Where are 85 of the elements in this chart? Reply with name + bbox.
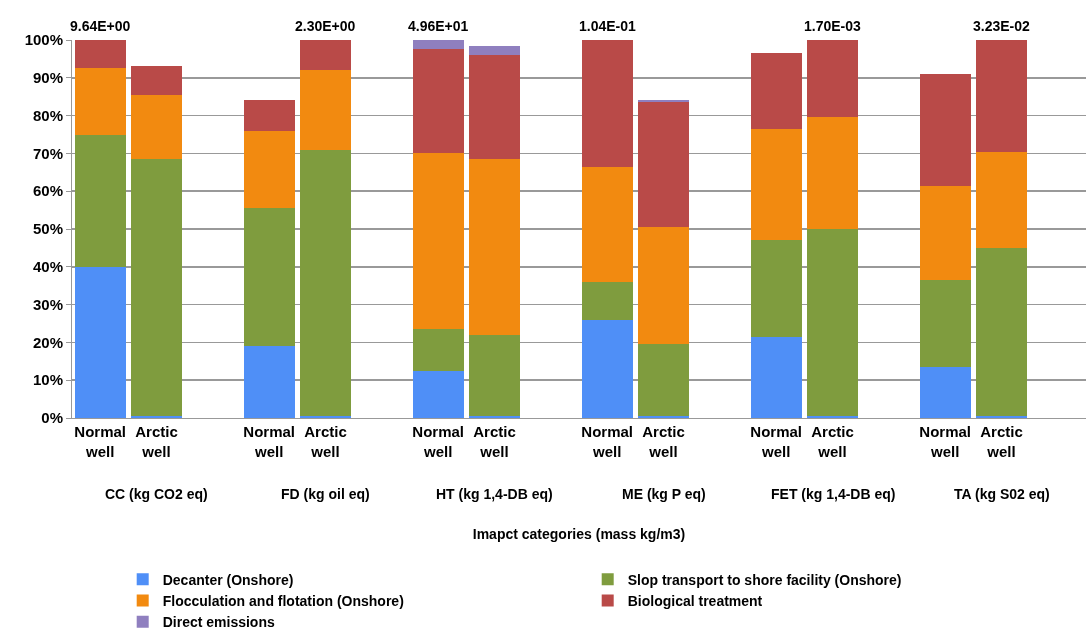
bar (243, 100, 295, 131)
bar (750, 336, 802, 418)
bar (638, 227, 689, 345)
text: HT (kg 1,4-DB eq) (436, 486, 553, 502)
bar (412, 40, 464, 50)
y-tick-label: 50% (32, 220, 63, 238)
y-tick-label: 30% (32, 295, 63, 313)
bar (919, 280, 971, 367)
x-tick-label: Normal well (919, 423, 972, 460)
bar (919, 74, 971, 186)
bar (74, 134, 126, 267)
bar (919, 185, 971, 281)
bar (807, 117, 858, 229)
text: 1.04E-01 (579, 18, 637, 34)
x-tick-label: Arctic well (135, 423, 178, 460)
bar (750, 240, 802, 337)
y-tick-label: 70% (32, 144, 63, 162)
legend-label: Flocculation and flotation (Onshore) (162, 593, 404, 610)
y-tick-label: 0% (41, 409, 63, 427)
bar (412, 370, 464, 418)
y-tick-label: 100% (24, 31, 63, 49)
bar (638, 102, 689, 228)
bar (300, 40, 351, 71)
bar (638, 344, 689, 417)
legend-label: Slop transport to shore facility (Onshore) (627, 571, 902, 588)
bar (919, 366, 971, 418)
bar (581, 281, 633, 320)
bar (581, 40, 633, 167)
legend-label: Decanter (Onshore) (162, 571, 294, 588)
bar (976, 247, 1027, 417)
y-tick-label: 90% (32, 69, 63, 87)
bar (243, 208, 295, 347)
bar (469, 159, 520, 335)
x-tick-label: Normal well (581, 423, 634, 460)
legend-label: Biological treatment (627, 593, 763, 610)
bar (807, 40, 858, 118)
x-tick-label: Normal well (750, 423, 803, 460)
text: 3.23E-02 (973, 18, 1031, 34)
bar (131, 159, 182, 417)
x-tick-label: Arctic well (473, 423, 516, 460)
x-tick-label: Arctic well (811, 423, 854, 460)
bar (300, 149, 351, 417)
bar (750, 128, 802, 241)
bar (581, 166, 633, 282)
bar (243, 346, 295, 418)
y-tick-label: 60% (32, 182, 63, 200)
x-tick-label: Normal well (74, 423, 127, 460)
x-tick-label: Arctic well (980, 423, 1023, 460)
bar (469, 334, 520, 417)
text: 1.70E-03 (804, 18, 862, 34)
bar (469, 45, 520, 56)
bar (412, 329, 464, 371)
bar (131, 94, 182, 160)
y-tick-label: 10% (32, 371, 63, 389)
x-tick-label: Normal well (412, 423, 465, 460)
y-tick-label: 80% (32, 106, 63, 124)
text: 4.96E+01 (408, 18, 469, 34)
text: 2.30E+00 (295, 18, 356, 34)
bar (412, 153, 464, 330)
bar (469, 55, 520, 160)
bar (74, 266, 126, 418)
text: 9.64E+00 (70, 18, 131, 34)
y-tick-label: 40% (32, 258, 63, 276)
bar (807, 229, 858, 417)
x-tick-label: Normal well (243, 423, 296, 460)
legend-label: Direct emissions (162, 614, 275, 631)
text: CC (kg CO2 eq) (105, 486, 208, 502)
bar (74, 40, 126, 69)
bar (976, 151, 1027, 248)
text: FET (kg 1,4-DB eq) (771, 486, 896, 502)
x-axis-title: Imapct categories (mass kg/m3) (472, 525, 686, 542)
text: ME (kg P eq) (622, 486, 706, 502)
bar (976, 40, 1027, 152)
y-tick-label: 20% (32, 333, 63, 351)
bar (300, 70, 351, 150)
text: FD (kg oil eq) (281, 486, 370, 502)
bar (74, 68, 126, 135)
bar (581, 319, 633, 418)
text: TA (kg S02 eq) (954, 486, 1050, 502)
x-tick-label: Arctic well (304, 423, 347, 460)
bar (243, 130, 295, 209)
bar (131, 66, 182, 95)
bar (412, 49, 464, 154)
bar (750, 53, 802, 129)
x-tick-label: Arctic well (642, 423, 685, 460)
